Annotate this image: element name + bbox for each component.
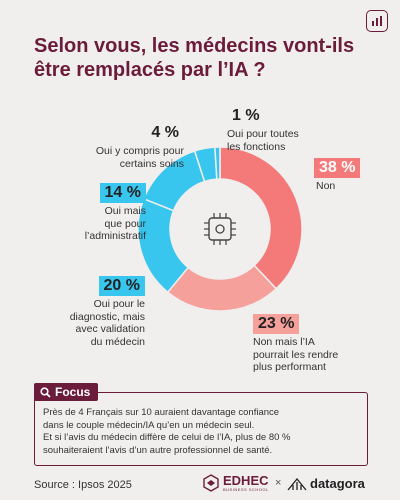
label-non: 38 % Non (314, 158, 361, 193)
focus-tag: Focus (34, 383, 99, 401)
search-icon (40, 386, 51, 398)
source: Source : Ipsos 2025 (34, 479, 132, 491)
label-text: Oui mais (104, 205, 146, 217)
label-text: plus performant (253, 361, 326, 373)
label-text: les fonctions (227, 140, 286, 153)
value-label-oui-toutes: 1 % (232, 107, 260, 124)
edhec-sub: BUSINESS SCHOOL (223, 487, 269, 492)
value-label-non: 38 % (314, 158, 361, 178)
label-text: avec validation (75, 323, 145, 335)
edhec-name: EDHEC (223, 473, 269, 488)
label-text: que pour (104, 217, 146, 230)
slice-non (219, 146, 303, 290)
page-title: Selon vous, les médecins vont-ils être r… (34, 35, 355, 81)
value-label-non-ia: 23 % (253, 314, 300, 334)
brand-separator: × (275, 477, 282, 489)
label-text: diagnostic, mais (69, 310, 145, 323)
label-oui-diag: 20 % Oui pour le diagnostic, mais avec v… (25, 276, 145, 348)
datagora-name: datagora (310, 476, 365, 491)
value-label-oui-diag: 20 % (98, 276, 145, 296)
ai-chip-icon (204, 213, 236, 245)
focus-text: Près de 4 Français sur 10 auraient davan… (43, 407, 291, 456)
label-text: Oui pour toutes (227, 128, 299, 140)
label-text: Non (316, 180, 336, 192)
value-label-oui-admin: 14 % (99, 183, 146, 203)
datagora-emblem-icon (287, 477, 307, 490)
label-text: Oui pour le (93, 298, 145, 310)
label-text: Non mais l’IA (253, 336, 315, 348)
focus-tag-label: Focus (55, 385, 91, 399)
label-text: Oui y compris pour (95, 145, 184, 157)
edhec-logo: EDHEC BUSINESS SCHOOL (202, 474, 269, 492)
label-oui-admin: 14 % Oui mais que pour l’administratif (26, 183, 146, 243)
value-label-oui-soins: 4 % (151, 124, 179, 141)
label-non-ia: 23 % Non mais l’IA pourrait les rendre p… (253, 314, 338, 374)
label-text: l’administratif (84, 230, 146, 242)
focus-box: Près de 4 Français sur 10 auraient davan… (34, 392, 368, 466)
label-oui-soins: 4 % Oui y compris pour certains soins (44, 123, 184, 170)
label-text: pourrait les rendre (253, 348, 339, 361)
edhec-emblem-icon (203, 474, 219, 492)
datagora-logo: datagora (287, 476, 365, 491)
label-text: certains soins (119, 157, 184, 170)
datagora-logo-icon (366, 10, 388, 32)
label-text: du médecin (90, 335, 145, 348)
slice-oui-toutes (214, 146, 221, 180)
label-oui-toutes: 1 % Oui pour toutes les fonctions (227, 106, 299, 153)
